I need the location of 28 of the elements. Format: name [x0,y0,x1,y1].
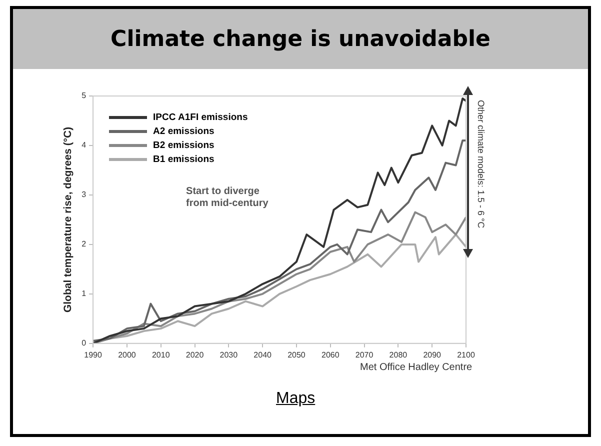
y-axis-title: Global temperature rise, degrees (°C) [62,126,74,313]
annotation: Start to diverge from mid-century [186,186,270,210]
chart-title: Climate change is unavoidable [13,9,588,69]
x-tick-label: 1990 [84,350,102,360]
y-tick-label: 5 [82,91,87,100]
y-tick-label: 2 [82,240,87,249]
legend-label: B1 emissions [153,154,214,164]
x-tick-label: 2020 [186,350,204,360]
x-tick-label: 2030 [220,350,238,360]
x-tick-label: 2040 [254,350,272,360]
text: Met Office Hadley Centre [360,362,472,374]
text: Maps [276,390,316,408]
y-tick-label: 0 [82,338,87,348]
x-tick-label: 2080 [389,350,408,360]
x-tick-label: 2060 [321,350,340,360]
text: Other climate models: 1.5 - 6 °C [476,100,486,228]
x-tick-label: 2000 [118,350,136,360]
x-tick-label: 2070 [355,350,374,360]
legend-label: A2 emissions [153,126,214,136]
x-tick-label: 2050 [288,350,306,360]
legend-label: B2 emissions [153,140,214,150]
y-tick-label: 4 [82,140,87,150]
legend-label: IPCC A1FI emissions [153,112,248,122]
y-tick-label: 1 [82,289,87,298]
x-tick-label: 2100 [457,350,476,360]
x-tick-label: 2090 [423,350,442,360]
x-tick-label: 2010 [152,350,170,360]
y-tick-label: 3 [82,190,87,200]
